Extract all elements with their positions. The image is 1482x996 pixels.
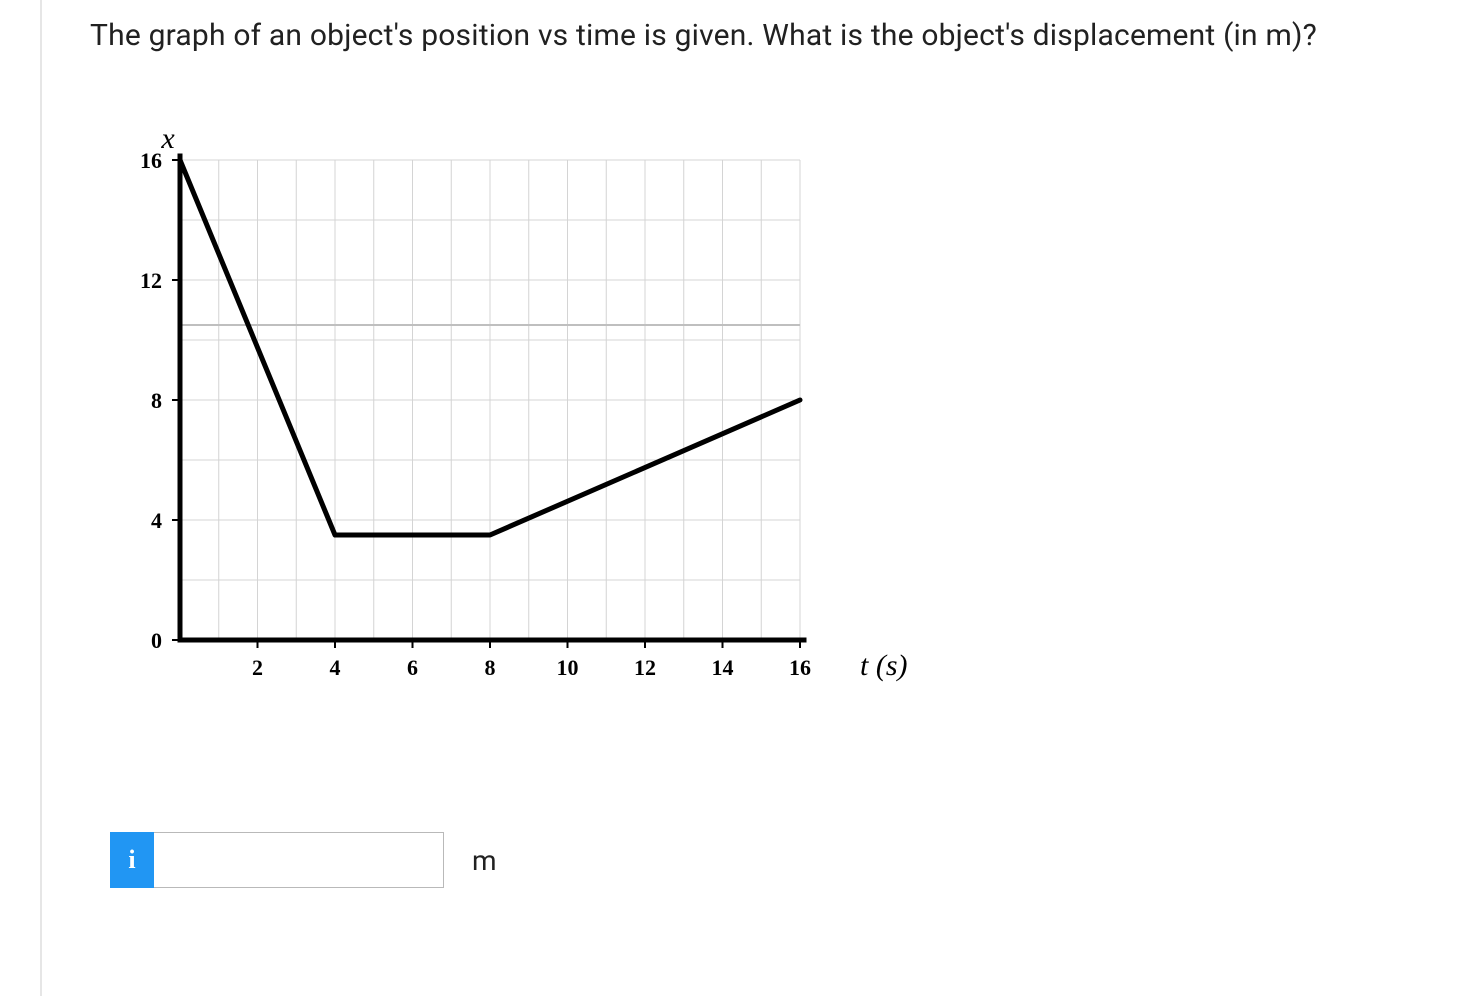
svg-text:2: 2: [252, 655, 263, 680]
info-icon[interactable]: i: [110, 832, 154, 888]
svg-text:4: 4: [151, 508, 162, 533]
svg-text:14: 14: [712, 655, 734, 680]
svg-text:t (s): t (s): [860, 649, 908, 682]
svg-text:12: 12: [634, 655, 656, 680]
position-time-chart: 2468101214160481216xt (s): [110, 130, 930, 730]
svg-text:0: 0: [151, 628, 162, 653]
svg-text:12: 12: [140, 268, 162, 293]
page-divider: [40, 0, 42, 996]
unit-label: m: [472, 844, 497, 877]
question-text: The graph of an object's position vs tim…: [90, 18, 1317, 53]
answer-row: i m: [110, 832, 497, 888]
svg-text:16: 16: [140, 148, 162, 173]
svg-text:x: x: [160, 130, 175, 155]
svg-text:8: 8: [151, 388, 162, 413]
svg-text:16: 16: [789, 655, 811, 680]
svg-text:8: 8: [485, 655, 496, 680]
svg-text:4: 4: [330, 655, 341, 680]
answer-input[interactable]: [154, 832, 444, 888]
svg-text:6: 6: [407, 655, 418, 680]
svg-text:10: 10: [557, 655, 579, 680]
